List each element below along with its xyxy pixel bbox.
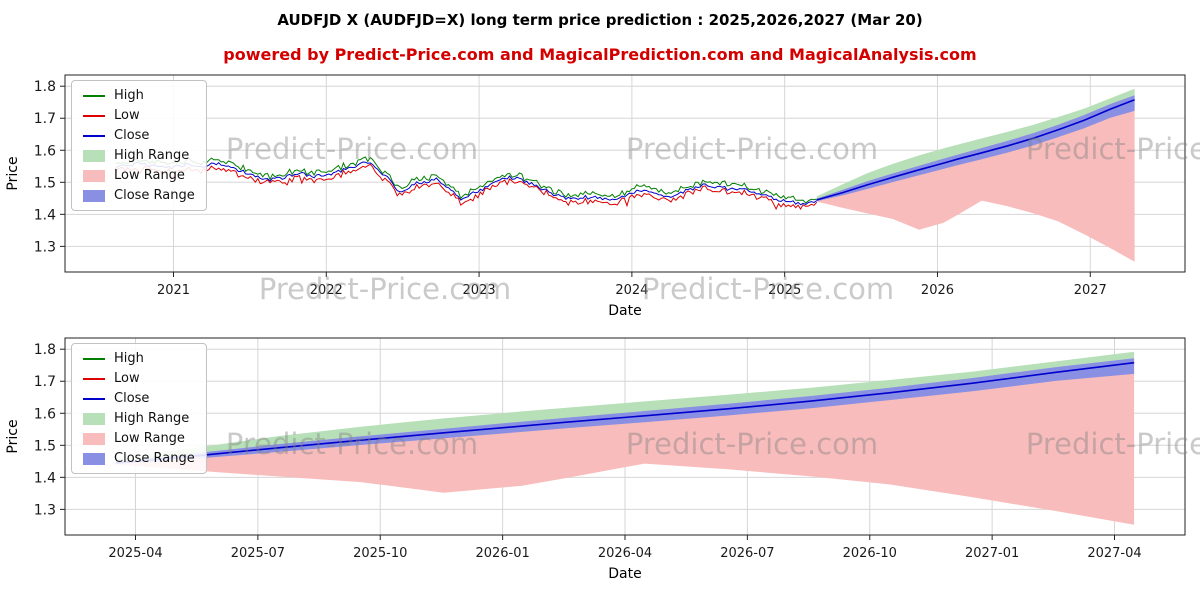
- x-tick-label: 2025: [768, 283, 801, 298]
- legend-label: Close Range: [114, 451, 195, 466]
- legend-label: Low Range: [114, 431, 185, 446]
- x-tick-label: 2026: [921, 283, 954, 298]
- legend-label: Low: [114, 108, 140, 123]
- legend-label: Close Range: [114, 188, 195, 203]
- y-tick-label: 1.3: [34, 239, 56, 255]
- chart-title: AUDFJD X (AUDFJD=X) long term price pred…: [277, 11, 923, 29]
- legend-label: High Range: [114, 411, 190, 426]
- x-tick-label: 2021: [157, 283, 190, 298]
- y-tick-label: 1.4: [34, 207, 56, 223]
- close-line-historical: [115, 161, 818, 206]
- watermark: Predict-Price.com: [1026, 427, 1200, 461]
- low-range-swatch-icon: [83, 169, 105, 182]
- legend-item-low: Low: [83, 108, 195, 123]
- x-tick-label: 2026-04: [598, 546, 652, 561]
- legend-item-high: High: [83, 88, 195, 103]
- x-tick-label: 2027-04: [1087, 546, 1141, 561]
- legend-top-chart: High Low Close High Range Low Range Close Ran…: [71, 80, 207, 211]
- y-tick-label: 1.7: [34, 374, 56, 390]
- legend-item-high-range: High Range: [83, 148, 195, 163]
- x-tick-label: 2026-10: [843, 546, 897, 561]
- x-axis-label: Date: [608, 303, 641, 319]
- y-tick-label: 1.6: [34, 406, 56, 422]
- y-tick-label: 1.8: [34, 79, 56, 95]
- chart-forecast-detail: 1.3 1.4 1.5 1.6 1.7 1.8 2025-04 2025-07 2025-10 2…: [5, 337, 1186, 582]
- watermark: Predict-Price.com: [626, 132, 878, 166]
- x-tick-label: 2025-04: [108, 546, 162, 561]
- legend-bottom-chart: High Low Close High Range Low Range Close Ran…: [71, 343, 207, 474]
- legend-item-high: High: [83, 351, 195, 366]
- legend-item-close-range: Close Range: [83, 188, 195, 203]
- low-line: [114, 163, 818, 211]
- legend-label: Low Range: [114, 168, 185, 183]
- high-line: [115, 156, 817, 204]
- y-tick-label: 1.8: [34, 342, 56, 358]
- high-range-band: [816, 88, 1135, 200]
- watermark: Predict-Price.com: [226, 427, 478, 461]
- x-axis-label: Date: [608, 566, 641, 582]
- y-tick-label: 1.3: [34, 502, 56, 518]
- close-range-band: [816, 95, 1135, 202]
- close-range-swatch-icon: [83, 452, 105, 465]
- watermark: Predict-Price.com: [642, 272, 894, 306]
- y-tick-label: 1.6: [34, 143, 56, 159]
- legend-item-low: Low: [83, 371, 195, 386]
- x-tick-label: 2026-01: [475, 546, 529, 561]
- legend-label: High: [114, 88, 144, 103]
- y-tick-label: 1.5: [34, 175, 56, 191]
- y-axis-label: Price: [5, 419, 21, 453]
- legend-item-close: Close: [83, 128, 195, 143]
- legend-item-low-range: Low Range: [83, 431, 195, 446]
- close-swatch-icon: [83, 134, 105, 137]
- x-tick-label: 2027: [1074, 283, 1107, 298]
- legend-item-high-range: High Range: [83, 411, 195, 426]
- chart-subtitle: powered by Predict-Price.com and Magical…: [223, 45, 977, 64]
- close-range-swatch-icon: [83, 189, 105, 202]
- legend-item-low-range: Low Range: [83, 168, 195, 183]
- close-forecast-line: [115, 361, 1135, 464]
- low-range-band: [816, 99, 1135, 262]
- x-tick-label: 2022: [310, 283, 343, 298]
- legend-label: Close: [114, 128, 150, 143]
- high-range-swatch-icon: [83, 412, 105, 425]
- y-axis-label: Price: [5, 156, 21, 190]
- low-swatch-icon: [83, 377, 105, 380]
- legend-label: Low: [114, 371, 140, 386]
- y-tick-label: 1.7: [34, 111, 56, 127]
- x-tick-label: 2024: [615, 283, 648, 298]
- high-swatch-icon: [83, 357, 105, 360]
- high-range-swatch-icon: [83, 149, 105, 162]
- low-range-band: [115, 362, 1135, 525]
- low-swatch-icon: [83, 114, 105, 117]
- low-range-swatch-icon: [83, 432, 105, 445]
- legend-label: Close: [114, 391, 150, 406]
- watermark: Predict-Price.com: [626, 427, 878, 461]
- watermark: Predict-Price.com: [1026, 132, 1200, 166]
- legend-label: High Range: [114, 148, 190, 163]
- close-range-band: [115, 358, 1135, 465]
- close-forecast-line: [816, 98, 1135, 201]
- y-tick-label: 1.4: [34, 470, 56, 486]
- close-swatch-icon: [83, 397, 105, 400]
- legend-item-close-range: Close Range: [83, 451, 195, 466]
- y-tick-label: 1.5: [34, 438, 56, 454]
- plot-frame: [64, 74, 1186, 273]
- chart-history-with-forecast: 1.3 1.4 1.5 1.6 1.7 1.8 2021 2022 2023 2024 2025 20…: [5, 74, 1186, 319]
- x-tick-label: 2025-07: [231, 546, 285, 561]
- high-range-band: [115, 351, 1135, 463]
- x-tick-label: 2027-01: [965, 546, 1019, 561]
- x-tick-label: 2026-07: [720, 546, 774, 561]
- legend-label: High: [114, 351, 144, 366]
- watermark: Predict-Price.com: [226, 132, 478, 166]
- x-tick-label: 2025-10: [353, 546, 407, 561]
- watermark: Predict-Price.com: [259, 272, 511, 306]
- high-swatch-icon: [83, 94, 105, 97]
- x-tick-label: 2023: [463, 283, 496, 298]
- legend-item-close: Close: [83, 391, 195, 406]
